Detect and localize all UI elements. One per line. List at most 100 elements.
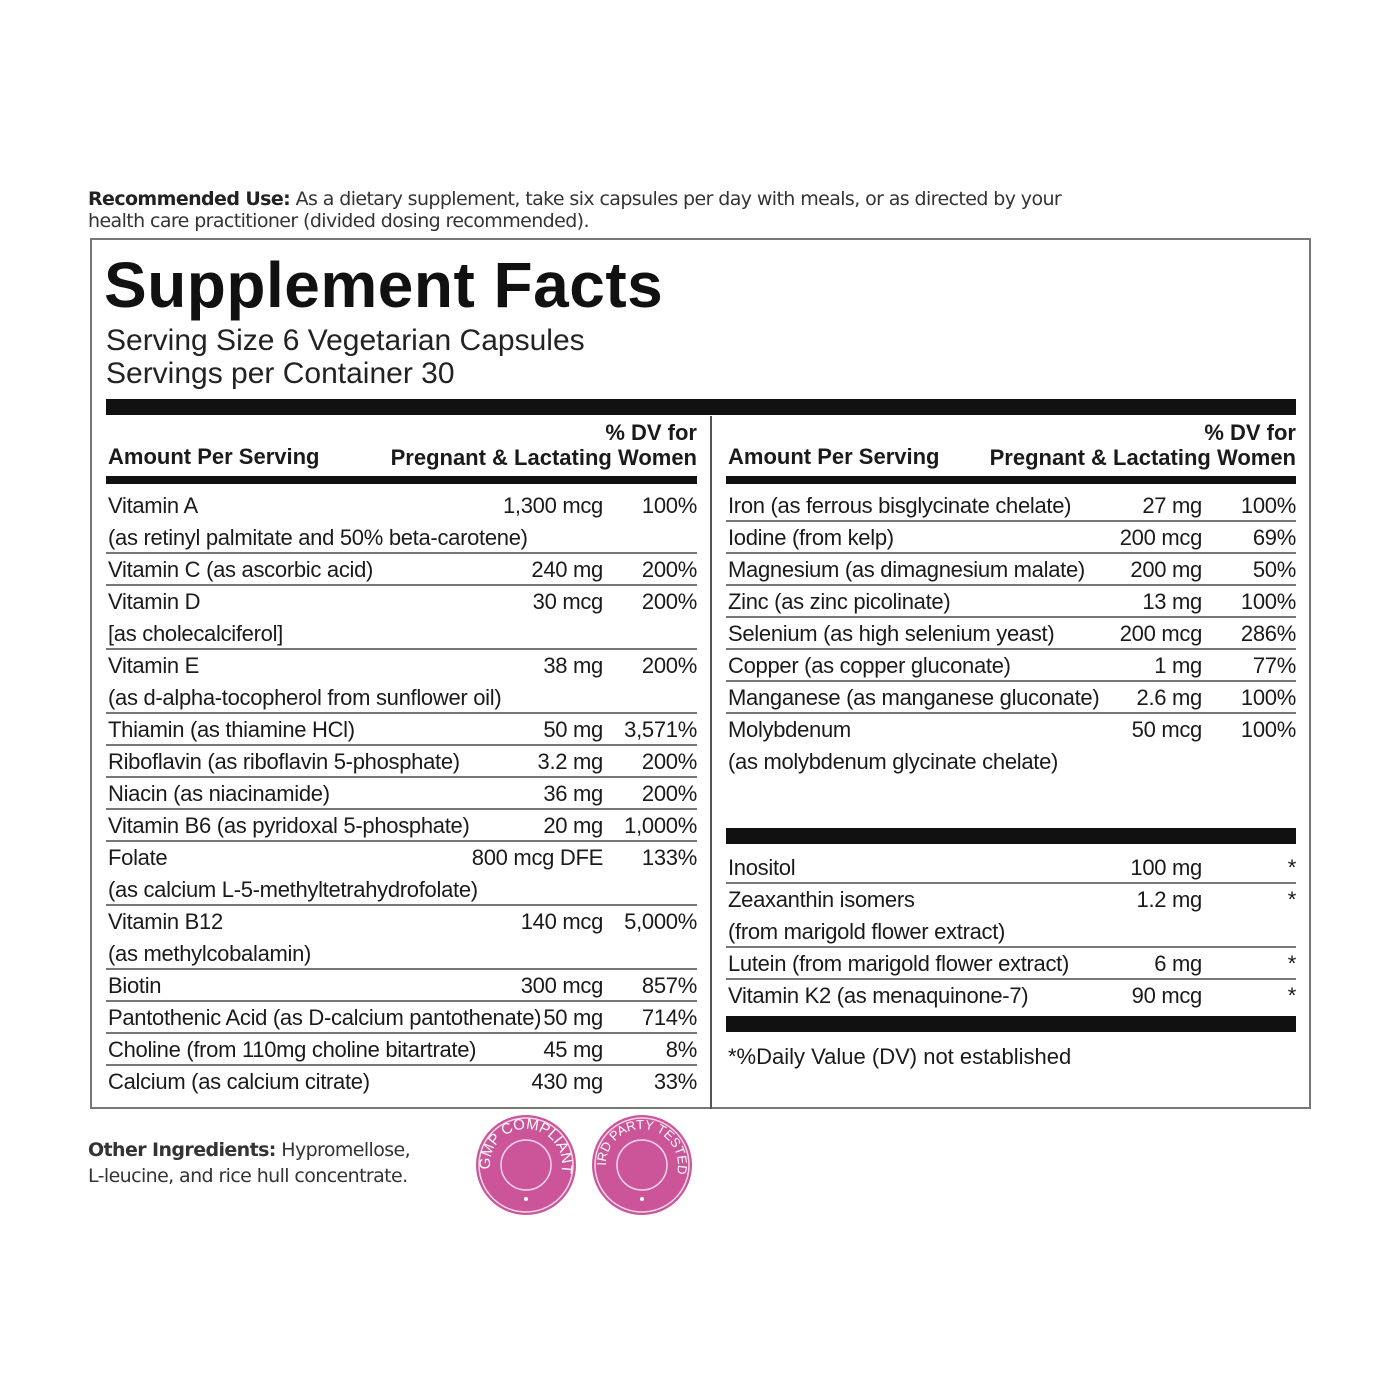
nutrient-amount: 140 mcg xyxy=(520,909,604,934)
nutrient-amount: 1,300 mcg xyxy=(502,493,603,518)
nutrient-name: Iodine (from kelp) xyxy=(728,525,894,550)
nutrient-row: Molybdenum (as molybdenum glycinate chela… xyxy=(726,714,1296,778)
left-nutrient-list: Vitamin A (as retinyl palmitate and 50% b… xyxy=(106,490,697,1098)
nutrient-amount: 300 mcg xyxy=(520,973,604,998)
nutrient-amount: 200 mcg xyxy=(1119,621,1203,646)
third-party-tested-badge: THIRD PARTY TESTED xyxy=(591,1114,692,1215)
nutrient-amount: 1.2 mg xyxy=(1136,887,1203,912)
footnote: *%Daily Value (DV) not established xyxy=(728,1044,1072,1069)
nutrient-amount: 2.6 mg xyxy=(1136,685,1203,710)
column-divider xyxy=(710,416,712,1109)
nutrient-row: Vitamin E (as d-alpha-tocopherol from sun… xyxy=(106,650,697,714)
nutrient-name: Selenium (as high selenium yeast) xyxy=(728,621,1055,646)
right-nutrient-list: Iron (as ferrous bisglycinate chelate) 27… xyxy=(726,490,1296,778)
gmp-compliant-badge: GMP COMPLIANT xyxy=(476,1115,576,1215)
other-ingredients-line1: Hypromellose, xyxy=(275,1139,411,1161)
nutrient-name: Manganese (as manganese gluconate) xyxy=(728,685,1100,710)
nutrient-row: Biotin 300 mcg 857% xyxy=(106,970,697,1002)
nutrient-dv: * xyxy=(1287,983,1297,1008)
nutrient-name: Niacin (as niacinamide) xyxy=(108,781,330,806)
nutrient-name: Thiamin (as thiamine HCl) xyxy=(108,717,355,742)
dv-header: % DV for Pregnant & Lactating Women xyxy=(990,420,1296,470)
nutrient-source: (as methylcobalamin) xyxy=(108,941,312,966)
nutrient-row: Selenium (as high selenium yeast) 200 mcg… xyxy=(726,618,1296,650)
nutrient-dv: 100% xyxy=(1240,685,1296,710)
nutrient-name: Molybdenum xyxy=(728,717,851,742)
nutrient-row: Copper (as copper gluconate) 1 mg 77% xyxy=(726,650,1296,682)
nutrient-source: (as calcium L-5-methyltetrahydrofolate) xyxy=(108,877,478,902)
other-ingredient-list: Inositol 100 mg * Zeaxanthin isomers (from m… xyxy=(726,852,1296,1012)
nutrient-dv: 200% xyxy=(641,589,697,614)
nutrient-dv: 100% xyxy=(1240,589,1296,614)
nutrient-amount: 13 mg xyxy=(1142,589,1202,614)
nutrient-dv: 200% xyxy=(641,749,697,774)
nutrient-row: Manganese (as manganese gluconate) 2.6 mg… xyxy=(726,682,1296,714)
nutrient-amount: 38 mg xyxy=(543,653,603,678)
recommended-use-label: Recommended Use: xyxy=(88,188,291,210)
nutrient-name: Biotin xyxy=(108,973,162,998)
nutrient-source: [as cholecalciferol] xyxy=(108,621,283,646)
nutrient-amount: 200 mg xyxy=(1130,557,1202,582)
nutrient-name: Pantothenic Acid (as D-calcium pantothen… xyxy=(108,1005,542,1030)
nutrient-amount: 20 mg xyxy=(543,813,603,838)
nutrient-amount: 36 mg xyxy=(543,781,603,806)
nutrient-amount: 100 mg xyxy=(1130,855,1202,880)
top-rule xyxy=(106,399,1296,415)
nutrient-name: Vitamin B6 (as pyridoxal 5-phosphate) xyxy=(108,813,470,838)
nutrient-row: Inositol 100 mg * xyxy=(726,852,1296,884)
nutrient-dv: 286% xyxy=(1240,621,1296,646)
nutrient-dv: 200% xyxy=(641,653,697,678)
nutrient-amount: 3.2 mg xyxy=(537,749,604,774)
supplement-facts-panel: Supplement Facts Serving Size 6 Vegetari… xyxy=(90,238,1311,1109)
nutrient-row: Thiamin (as thiamine HCl) 50 mg 3,571% xyxy=(106,714,697,746)
nutrient-name: Magnesium (as dimagnesium malate) xyxy=(728,557,1085,582)
nutrient-row: Iodine (from kelp) 200 mcg 69% xyxy=(726,522,1296,554)
nutrient-dv: 8% xyxy=(665,1037,698,1062)
serving-info: Serving Size 6 Vegetarian Capsules Servi… xyxy=(106,324,585,390)
nutrient-row: Pantothenic Acid (as D-calcium pantothen… xyxy=(106,1002,697,1034)
nutrient-dv: 50% xyxy=(1252,557,1296,582)
nutrient-amount: 240 mg xyxy=(531,557,603,582)
left-column: Amount Per Serving % DV for Pregnant & La… xyxy=(106,416,697,1098)
nutrient-name: Zinc (as zinc picolinate) xyxy=(728,589,951,614)
other-ingredients: Other Ingredients: Hypromellose, L-leuci… xyxy=(88,1137,411,1189)
nutrient-amount: 50 mg xyxy=(543,1005,603,1030)
dv-header-line2: Pregnant & Lactating Women xyxy=(989,445,1296,470)
nutrient-name: Riboflavin (as riboflavin 5-phosphate) xyxy=(108,749,460,774)
nutrient-dv: 77% xyxy=(1252,653,1296,678)
nutrient-row: Iron (as ferrous bisglycinate chelate) 27… xyxy=(726,490,1296,522)
nutrient-row: Riboflavin (as riboflavin 5-phosphate) 3.… xyxy=(106,746,697,778)
nutrient-row: Zeaxanthin isomers (from marigold flower … xyxy=(726,884,1296,948)
nutrient-name: Vitamin D xyxy=(108,589,201,614)
nutrient-amount: 27 mg xyxy=(1142,493,1202,518)
dv-header-line2: Pregnant & Lactating Women xyxy=(390,445,697,470)
bottom-rule xyxy=(726,1016,1296,1032)
nutrient-dv: 5,000% xyxy=(624,909,697,934)
nutrient-name: Vitamin E xyxy=(108,653,200,678)
nutrient-row: Vitamin B6 (as pyridoxal 5-phosphate) 20 … xyxy=(106,810,697,842)
column-header: Amount Per Serving % DV for Pregnant & La… xyxy=(106,416,697,476)
amount-header: Amount Per Serving xyxy=(108,444,320,469)
nutrient-row: Vitamin A (as retinyl palmitate and 50% b… xyxy=(106,490,697,554)
header-rule xyxy=(106,476,697,484)
nutrient-amount: 6 mg xyxy=(1154,951,1202,976)
nutrient-amount: 50 mg xyxy=(543,717,603,742)
nutrient-amount: 45 mg xyxy=(543,1037,603,1062)
nutrient-row: Magnesium (as dimagnesium malate) 200 mg 5… xyxy=(726,554,1296,586)
nutrient-amount: 430 mg xyxy=(531,1069,603,1094)
nutrient-dv: * xyxy=(1287,855,1297,880)
nutrient-name: Vitamin K2 (as menaquinone-7) xyxy=(728,983,1029,1008)
nutrient-name: Folate xyxy=(108,845,168,870)
nutrient-row: Vitamin D [as cholecalciferol] 30 mcg 200% xyxy=(106,586,697,650)
other-ingredients-line2: L-leucine, and rice hull concentrate. xyxy=(88,1165,408,1187)
nutrient-dv: * xyxy=(1287,951,1297,976)
recommended-use: Recommended Use: As a dietary supplement… xyxy=(88,188,1068,232)
nutrient-row: Folate (as calcium L-5-methyltetrahydrofo… xyxy=(106,842,697,906)
nutrient-row: Niacin (as niacinamide) 36 mg 200% xyxy=(106,778,697,810)
nutrient-source: (from marigold flower extract) xyxy=(728,919,1006,944)
nutrient-dv: * xyxy=(1287,887,1297,912)
nutrient-name: Copper (as copper gluconate) xyxy=(728,653,1011,678)
nutrient-amount: 90 mcg xyxy=(1131,983,1203,1008)
nutrient-dv: 69% xyxy=(1252,525,1296,550)
nutrient-name: Vitamin B12 xyxy=(108,909,223,934)
